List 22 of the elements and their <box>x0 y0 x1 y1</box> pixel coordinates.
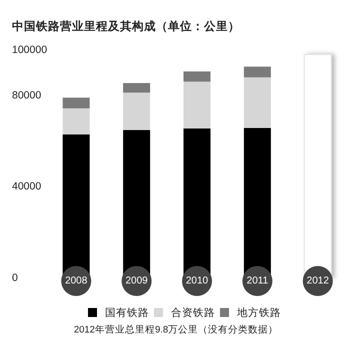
legend-label: 地方铁路 <box>236 306 281 319</box>
bar <box>184 71 210 82</box>
x-tick-label: 2008 <box>65 276 88 287</box>
legend-label: 合资铁路 <box>171 306 215 319</box>
bar <box>123 83 150 93</box>
bar <box>62 98 90 108</box>
bar <box>244 66 271 78</box>
y-tick-label: 0 <box>12 272 18 284</box>
bar <box>244 77 271 128</box>
y-tick-label: 40000 <box>12 180 42 193</box>
y-tick-label: 80000 <box>12 89 42 102</box>
bar <box>62 108 90 134</box>
x-tick-label: 2012 <box>306 276 330 287</box>
y-tick-label: 100000 <box>12 44 48 56</box>
text: 2012年营业总里程9.8万公里（没有分类数据） <box>74 324 278 336</box>
bar <box>184 82 210 128</box>
x-tick-label: 2011 <box>246 276 269 287</box>
bar <box>123 92 150 130</box>
legend-label: 国有铁路 <box>105 306 149 319</box>
x-tick-label: 2009 <box>125 276 148 287</box>
chart-title: 中国铁路营业里程及其构成（单位：公里） <box>12 19 240 33</box>
x-tick-label: 2010 <box>186 276 209 287</box>
